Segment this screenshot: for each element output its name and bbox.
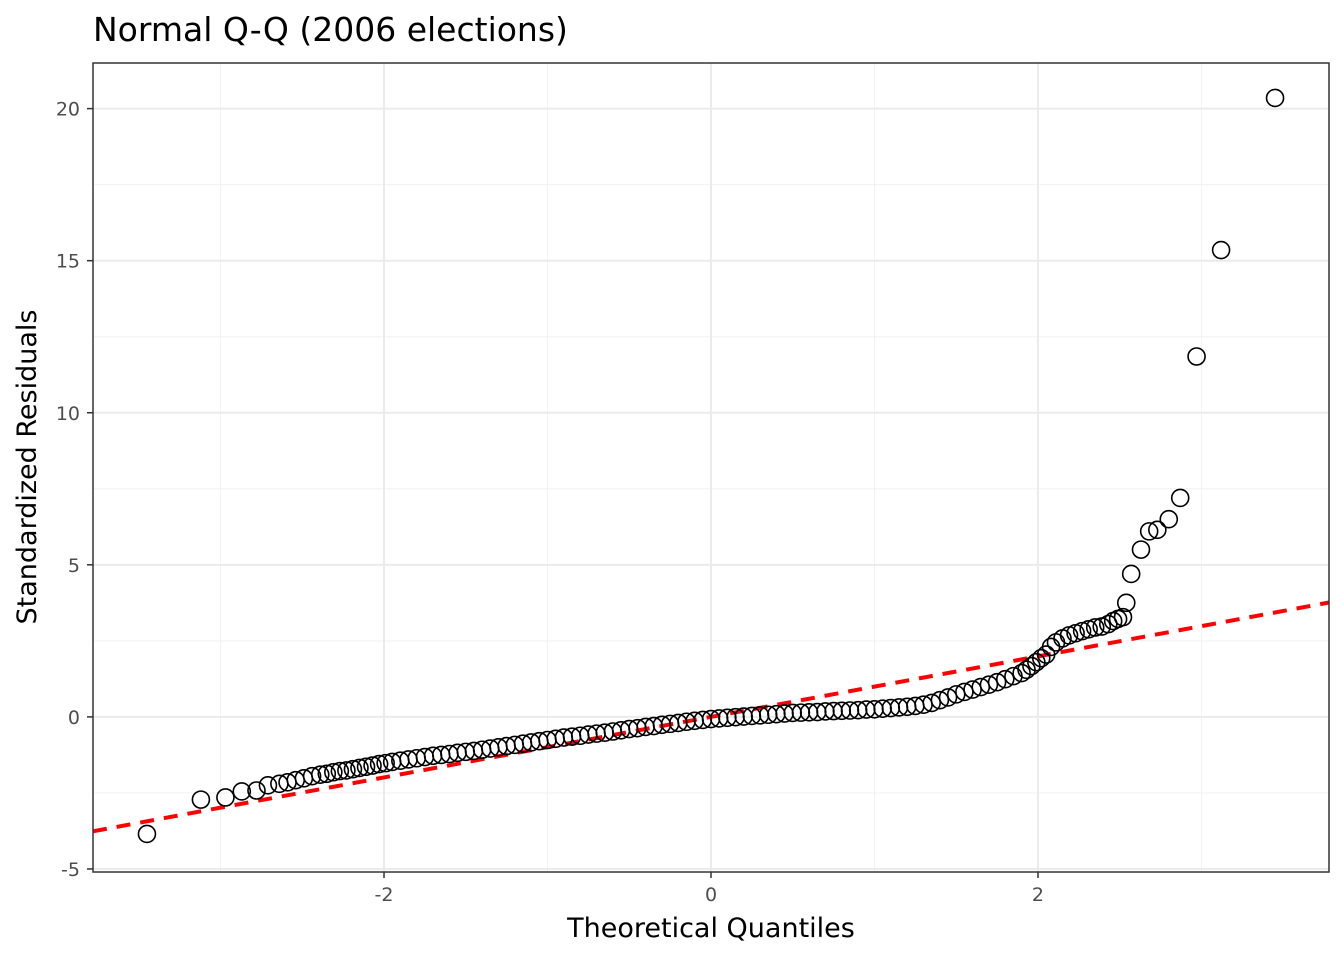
x-tick-label: 0 (705, 884, 717, 906)
qq-point (1031, 648, 1051, 668)
qq-point (1085, 618, 1105, 637)
qq-point (369, 754, 389, 774)
y-axis: -5 0 5 10 15 20 (56, 99, 93, 881)
qq-point (1265, 88, 1285, 108)
x-tick-label: 2 (1032, 884, 1044, 906)
qq-point (330, 761, 350, 781)
qq-point (1139, 522, 1159, 541)
qq-point (350, 758, 369, 778)
qq-point (938, 688, 958, 707)
qq-point (1148, 520, 1167, 540)
qq-point (258, 776, 278, 795)
qq-point (137, 824, 157, 844)
x-axis-title: Theoretical Quantiles (566, 913, 855, 944)
y-tick-label: 10 (56, 403, 80, 425)
qq-point (1187, 347, 1206, 366)
qq-point (1170, 488, 1190, 508)
qq-point (324, 762, 343, 782)
qq-point (922, 693, 942, 713)
x-axis: -2 0 2 (375, 872, 1044, 906)
y-tick-label: -5 (61, 859, 80, 881)
qq-point (363, 756, 382, 775)
qq-point (1113, 607, 1133, 627)
qq-point (337, 761, 356, 780)
qq-point (995, 669, 1015, 689)
qq-point (302, 766, 322, 786)
qq-point (247, 781, 266, 800)
qq-point (987, 672, 1007, 692)
qq-point (1121, 564, 1141, 584)
qq-point (930, 690, 950, 710)
qq-point (1211, 240, 1231, 260)
y-tick-label: 20 (56, 99, 80, 121)
x-tick-label: -2 (375, 884, 394, 906)
qq-point (1116, 593, 1136, 613)
qq-point (317, 764, 337, 784)
qq-point (1098, 614, 1118, 634)
chart-title: Normal Q-Q (2006 elections) (93, 10, 568, 49)
qq-point (1079, 619, 1098, 639)
qq-points (137, 88, 1285, 844)
y-tick-label: 5 (68, 555, 80, 577)
qq-point (216, 788, 235, 807)
major-gridlines (93, 63, 1329, 872)
qq-point (1012, 663, 1031, 683)
y-axis-title: Standardized Residuals (12, 310, 43, 625)
qq-point (1072, 621, 1092, 641)
qq-point (232, 782, 252, 801)
qq-point (1159, 509, 1179, 529)
qq-point (1131, 540, 1151, 559)
qq-point (191, 790, 211, 809)
qq-point (343, 759, 363, 779)
y-tick-label: 0 (68, 707, 80, 729)
qq-point (979, 675, 999, 694)
y-tick-label: 15 (56, 251, 80, 273)
qq-point (376, 753, 395, 773)
qq-point (356, 757, 376, 777)
qq-point (310, 765, 330, 784)
